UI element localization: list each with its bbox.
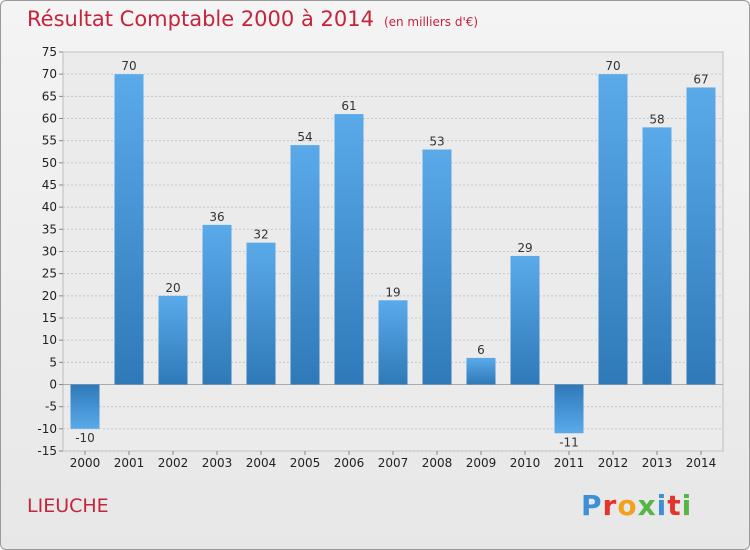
data-label-2010: 29 bbox=[517, 241, 532, 255]
y-tick-label: 75 bbox=[42, 45, 57, 59]
y-tick-label: 35 bbox=[42, 222, 57, 236]
x-tick-label: 2005 bbox=[290, 456, 321, 470]
x-tick-label: 2001 bbox=[114, 456, 145, 470]
y-tick-label: 65 bbox=[42, 89, 57, 103]
bar-2010 bbox=[510, 255, 540, 385]
y-tick-label: -5 bbox=[45, 400, 57, 414]
data-label-2000: -10 bbox=[75, 431, 95, 445]
data-label-2002: 20 bbox=[165, 281, 180, 295]
y-tick-label: 15 bbox=[42, 311, 57, 325]
bar-2004 bbox=[246, 242, 276, 385]
data-label-2001: 70 bbox=[121, 59, 136, 73]
x-axis: 2000 2001 2002 2003 2004 2005 2006 2007 2008 2009… bbox=[70, 451, 717, 470]
y-tick-label: -10 bbox=[37, 422, 57, 436]
y-tick-label: 55 bbox=[42, 134, 57, 148]
logo-letter: r bbox=[602, 489, 618, 522]
x-tick-label: 2007 bbox=[378, 456, 409, 470]
data-label-2007: 19 bbox=[385, 285, 400, 299]
data-label-2008: 53 bbox=[429, 135, 444, 149]
bar-2014 bbox=[686, 87, 716, 385]
logo-letter: o bbox=[617, 489, 638, 522]
x-tick-label: 2013 bbox=[642, 456, 673, 470]
x-tick-label: 2011 bbox=[554, 456, 585, 470]
data-label-2011: -11 bbox=[559, 435, 579, 449]
data-label-2014: 67 bbox=[693, 72, 708, 86]
x-tick-label: 2002 bbox=[158, 456, 189, 470]
bars bbox=[70, 74, 716, 434]
data-label-2005: 54 bbox=[297, 130, 312, 144]
chart-subtitle: (en milliers d'€) bbox=[383, 15, 479, 29]
x-tick-label: 2012 bbox=[598, 456, 629, 470]
x-tick-label: 2008 bbox=[422, 456, 453, 470]
commune-name: LIEUCHE bbox=[27, 495, 109, 517]
logo-letter: i bbox=[681, 489, 693, 522]
data-label-2012: 70 bbox=[605, 59, 620, 73]
data-label-2013: 58 bbox=[649, 112, 664, 126]
bar-2011 bbox=[554, 384, 584, 434]
y-axis: -15 -10 -5 0 5 10 15 20 25 30 35 40 45 50 55 60 65 70 75 bbox=[37, 45, 63, 458]
bar-2009 bbox=[466, 357, 496, 385]
x-tick-label: 2009 bbox=[466, 456, 497, 470]
y-tick-label: 20 bbox=[42, 289, 57, 303]
x-tick-label: 2010 bbox=[510, 456, 541, 470]
logo-letter: i bbox=[656, 489, 668, 522]
y-tick-label: 0 bbox=[49, 378, 57, 392]
y-tick-label: 45 bbox=[42, 178, 57, 192]
y-tick-label: 10 bbox=[42, 333, 57, 347]
proxiti-logo: Proxiti bbox=[581, 489, 692, 522]
chart-title-text: Résultat Comptable 2000 à 2014 bbox=[27, 7, 374, 31]
x-tick-label: 2000 bbox=[70, 456, 101, 470]
y-tick-label: 60 bbox=[42, 112, 57, 126]
x-tick-label: 2003 bbox=[202, 456, 233, 470]
y-tick-label: 50 bbox=[42, 156, 57, 170]
y-tick-label: 30 bbox=[42, 245, 57, 259]
bar-2012 bbox=[598, 74, 628, 385]
logo-letter: t bbox=[667, 489, 682, 522]
y-tick-label: 25 bbox=[42, 267, 57, 281]
bar-2008 bbox=[422, 149, 452, 385]
bar-2002 bbox=[158, 295, 188, 385]
y-tick-label: 5 bbox=[49, 355, 57, 369]
bar-2013 bbox=[642, 127, 672, 385]
bar-2005 bbox=[290, 145, 320, 385]
logo-letter: P bbox=[581, 489, 603, 522]
data-labels: -10 70 20 36 32 54 61 19 53 6 29 -11 70 58 67 bbox=[75, 59, 708, 449]
bar-2006 bbox=[334, 114, 364, 385]
bar-2007 bbox=[378, 300, 408, 385]
data-label-2006: 61 bbox=[341, 99, 356, 113]
data-label-2003: 36 bbox=[209, 210, 224, 224]
y-tick-label: 70 bbox=[42, 67, 57, 81]
y-tick-label: 40 bbox=[42, 200, 57, 214]
data-label-2009: 6 bbox=[477, 343, 485, 357]
logo-letter: x bbox=[637, 489, 657, 522]
bar-2003 bbox=[202, 224, 232, 385]
x-tick-label: 2004 bbox=[246, 456, 277, 470]
data-label-2004: 32 bbox=[253, 228, 268, 242]
chart-title: Résultat Comptable 2000 à 2014 (en millie… bbox=[27, 7, 478, 31]
bar-2001 bbox=[114, 74, 144, 385]
x-tick-label: 2006 bbox=[334, 456, 365, 470]
bar-2000 bbox=[70, 384, 100, 429]
y-tick-label: -15 bbox=[37, 444, 57, 458]
x-tick-label: 2014 bbox=[686, 456, 717, 470]
